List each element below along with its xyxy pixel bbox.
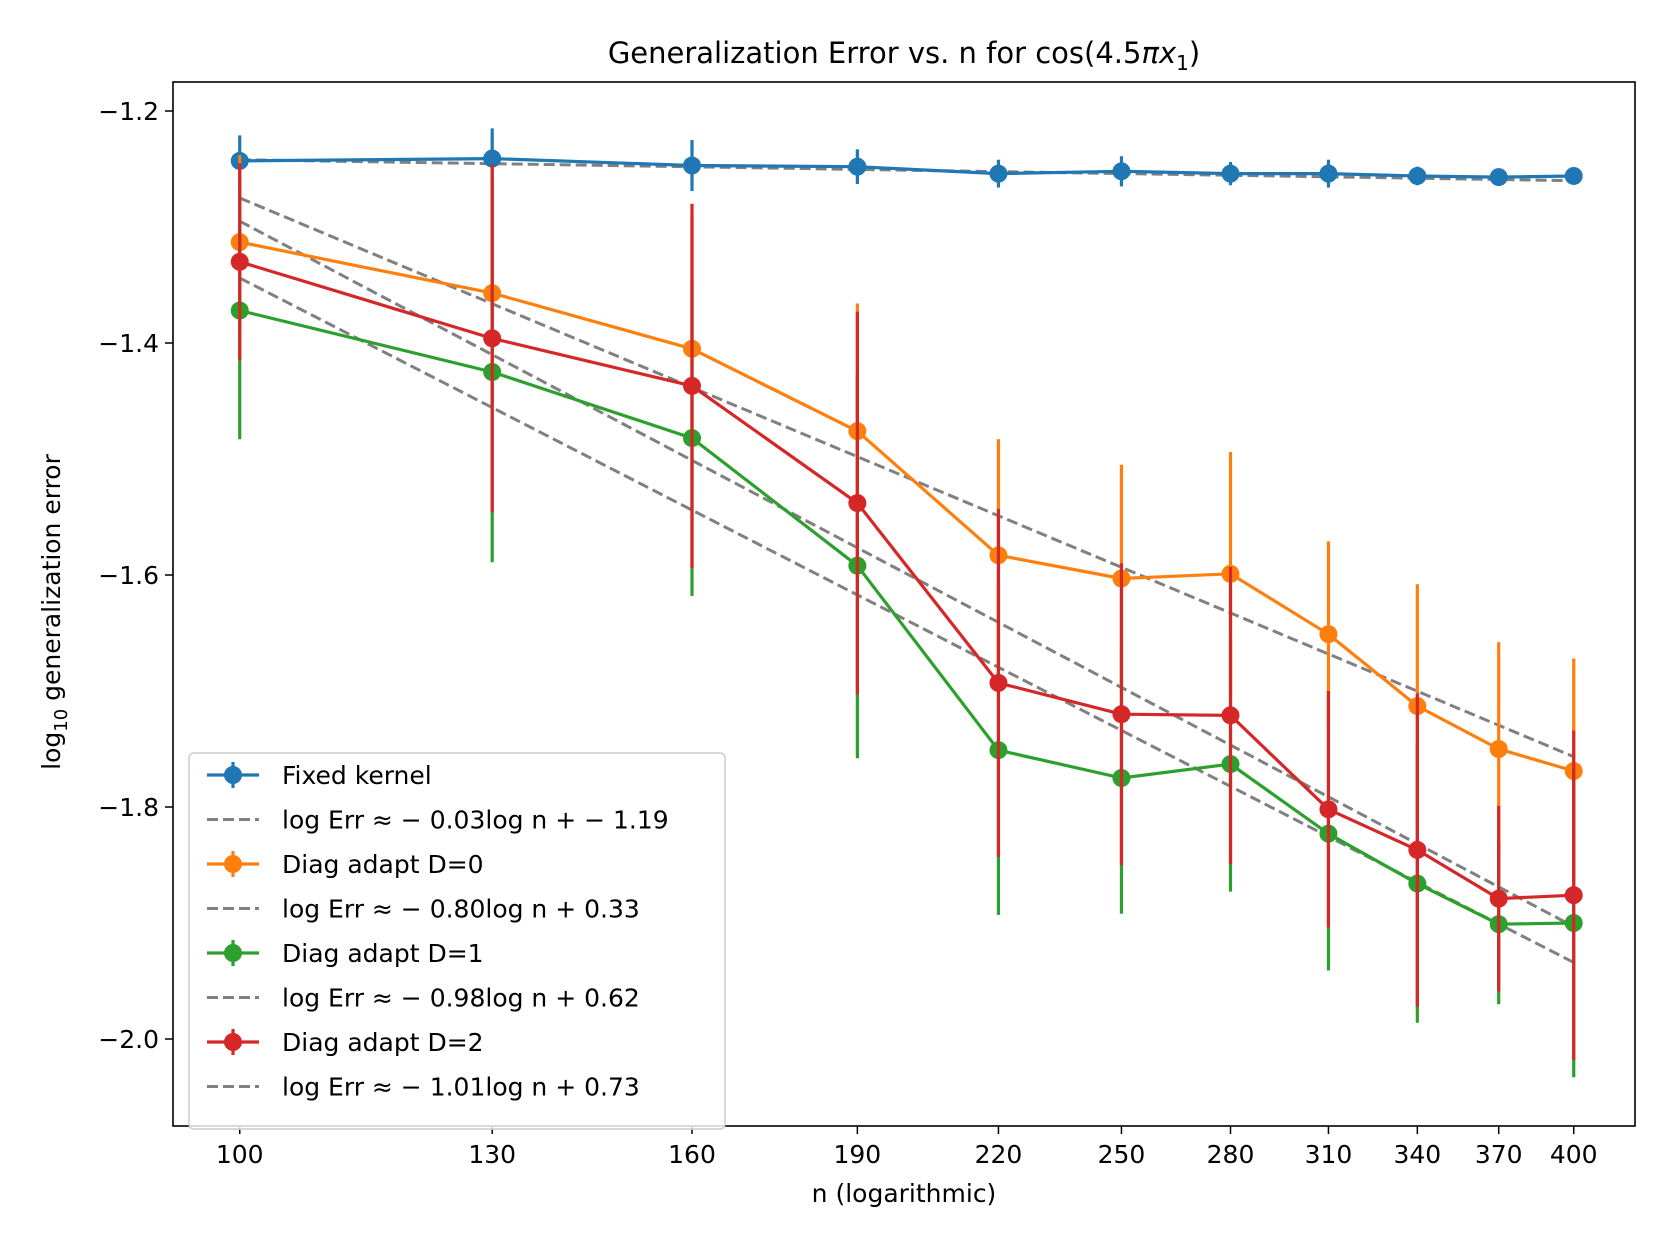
- x-tick-label: 400: [1550, 1140, 1598, 1169]
- legend-series-swatch-marker: [224, 1033, 242, 1051]
- x-tick-label: 100: [216, 1140, 264, 1169]
- data-point: [1221, 706, 1240, 725]
- data-point: [989, 164, 1008, 183]
- legend-fit-label: log Err ≈ − 0.98log n + 0.62: [282, 984, 640, 1013]
- y-tick-label: −2.0: [98, 1025, 159, 1054]
- y-tick-label: −1.6: [98, 561, 159, 590]
- legend-fit-label: log Err ≈ − 0.03log n + − 1.19: [282, 806, 669, 835]
- data-point: [1319, 164, 1338, 183]
- y-tick-label: −1.8: [98, 793, 159, 822]
- x-tick-label: 130: [468, 1140, 516, 1169]
- data-point: [230, 252, 249, 271]
- data-point: [1408, 166, 1427, 185]
- plot-frame: [172, 81, 1636, 1127]
- data-point: [1319, 800, 1338, 819]
- data-point: [1564, 166, 1583, 185]
- data-point: [989, 673, 1008, 692]
- x-tick-label: 250: [1098, 1140, 1146, 1169]
- x-tick-label: 190: [834, 1140, 882, 1169]
- series-group: [230, 128, 1583, 192]
- legend-fit-label: log Err ≈ − 0.80log n + 0.33: [282, 895, 640, 924]
- series-layer: [230, 128, 1583, 1078]
- y-tick-label: −1.4: [98, 329, 159, 358]
- data-point: [1319, 625, 1338, 644]
- x-tick-label: 310: [1305, 1140, 1353, 1169]
- x-tick-label: 220: [975, 1140, 1023, 1169]
- legend-fit-label: log Err ≈ − 1.01log n + 0.73: [282, 1073, 640, 1102]
- legend-series-label: Diag adapt D=1: [282, 939, 484, 968]
- data-point: [683, 156, 702, 175]
- legend-series-swatch-marker: [224, 855, 242, 873]
- x-tick-label: 280: [1207, 1140, 1255, 1169]
- data-point: [1489, 168, 1508, 187]
- legend: Fixed kernel log Err ≈ − 0.03log n + − 1.…: [188, 752, 726, 1130]
- legend-box: [188, 752, 726, 1130]
- x-axis-label: n (logarithmic): [812, 1179, 997, 1208]
- x-tick-label: 340: [1393, 1140, 1441, 1169]
- data-point: [1221, 164, 1240, 183]
- data-point: [483, 329, 502, 348]
- data-point: [1408, 840, 1427, 859]
- data-point: [1112, 162, 1131, 181]
- data-point: [1112, 705, 1131, 724]
- chart-title: Generalization Error vs. n for cos(4.5πx…: [608, 36, 1200, 75]
- data-point: [1489, 740, 1508, 758]
- legend-series-swatch-marker: [224, 766, 242, 784]
- data-point: [848, 494, 867, 513]
- fit-line: [239, 196, 1575, 759]
- data-point: [848, 157, 867, 176]
- series-group: [230, 163, 1583, 1060]
- data-point: [1489, 889, 1508, 908]
- x-tick-label: 370: [1475, 1140, 1523, 1169]
- x-tick-label: 160: [668, 1140, 716, 1169]
- data-point: [483, 149, 502, 168]
- legend-series-label: Diag adapt D=2: [282, 1028, 484, 1057]
- y-axis-label: log10 generalization error: [37, 453, 72, 769]
- fit-line: [239, 219, 1575, 928]
- y-tick-label: −1.2: [98, 97, 159, 126]
- legend-series-label: Fixed kernel: [282, 761, 432, 790]
- fit-line: [239, 158, 1574, 183]
- data-point: [1564, 886, 1583, 905]
- legend-series-swatch-marker: [224, 944, 242, 962]
- data-point: [683, 376, 702, 395]
- legend-series-label: Diag adapt D=0: [282, 850, 484, 879]
- axis-ticks: 100 130 160 190 220 250 280 310 340 370 400 −1.2 −1.…: [98, 97, 1597, 1169]
